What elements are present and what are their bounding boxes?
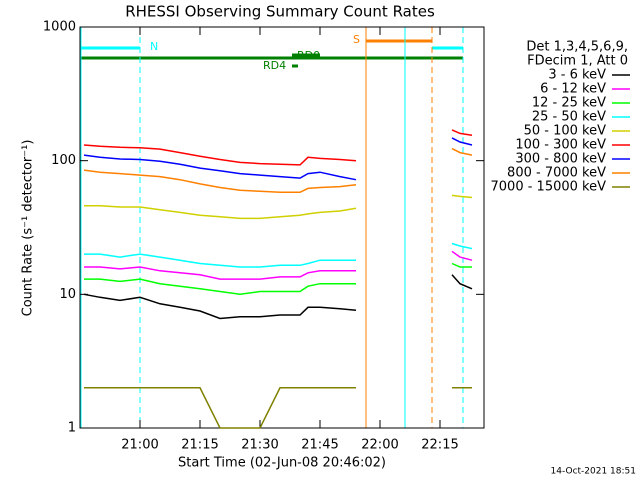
legend-label: 300 - 800 keV	[515, 152, 606, 167]
legend-label: 7000 - 15000 keV	[491, 180, 607, 195]
y-tick-label: 1000	[43, 20, 76, 35]
x-tick-label: 22:15	[421, 438, 458, 453]
x-tick-label: 21:30	[241, 438, 278, 453]
x-tick-label: 21:00	[121, 438, 158, 453]
legend-label: 50 - 100 keV	[524, 124, 607, 139]
legend-header: Det 1,3,4,5,6,9,	[526, 40, 628, 55]
series-line	[84, 387, 472, 429]
timestamp: 14-Oct-2021 18:51	[551, 467, 636, 477]
legend-label: 100 - 300 keV	[515, 138, 606, 153]
chart-title: RHESSI Observing Summary Count Rates	[125, 3, 435, 21]
series-line	[84, 242, 473, 268]
legend-header: FDecim 1, Att 0	[527, 54, 628, 69]
y-axis-label: Count Rate (s⁻¹ detector⁻¹)	[21, 140, 36, 317]
series-line	[84, 194, 473, 220]
x-axis-label: Start Time (02-Jun-08 20:46:02)	[178, 456, 386, 471]
annotation: S	[353, 33, 360, 46]
legend-label: 25 - 50 keV	[532, 110, 606, 125]
series-line	[83, 274, 473, 320]
series-line	[84, 250, 473, 280]
y-tick-label: 10	[59, 287, 76, 302]
legend-label: 12 - 25 keV	[532, 96, 606, 111]
series-line	[83, 137, 473, 181]
plot-frame	[79, 26, 485, 429]
legend-label: 6 - 12 keV	[540, 82, 606, 97]
x-tick-label: 21:45	[301, 438, 338, 453]
annotation-layer: N S RD4 RD0	[80, 27, 464, 428]
series-line	[83, 129, 473, 166]
series-line	[83, 147, 473, 194]
legend-label: 800 - 7000 keV	[507, 166, 606, 181]
x-tick-label: 21:15	[181, 438, 218, 453]
annotation: RD4	[263, 59, 286, 72]
series-line	[84, 262, 472, 296]
x-tick-label: 22:00	[361, 438, 398, 453]
annotation: RD0	[297, 49, 320, 62]
legend-label: 3 - 6 keV	[548, 68, 606, 83]
y-tick-label: 1	[68, 421, 76, 436]
annotation: N	[150, 40, 158, 53]
y-tick-label: 100	[51, 153, 76, 168]
